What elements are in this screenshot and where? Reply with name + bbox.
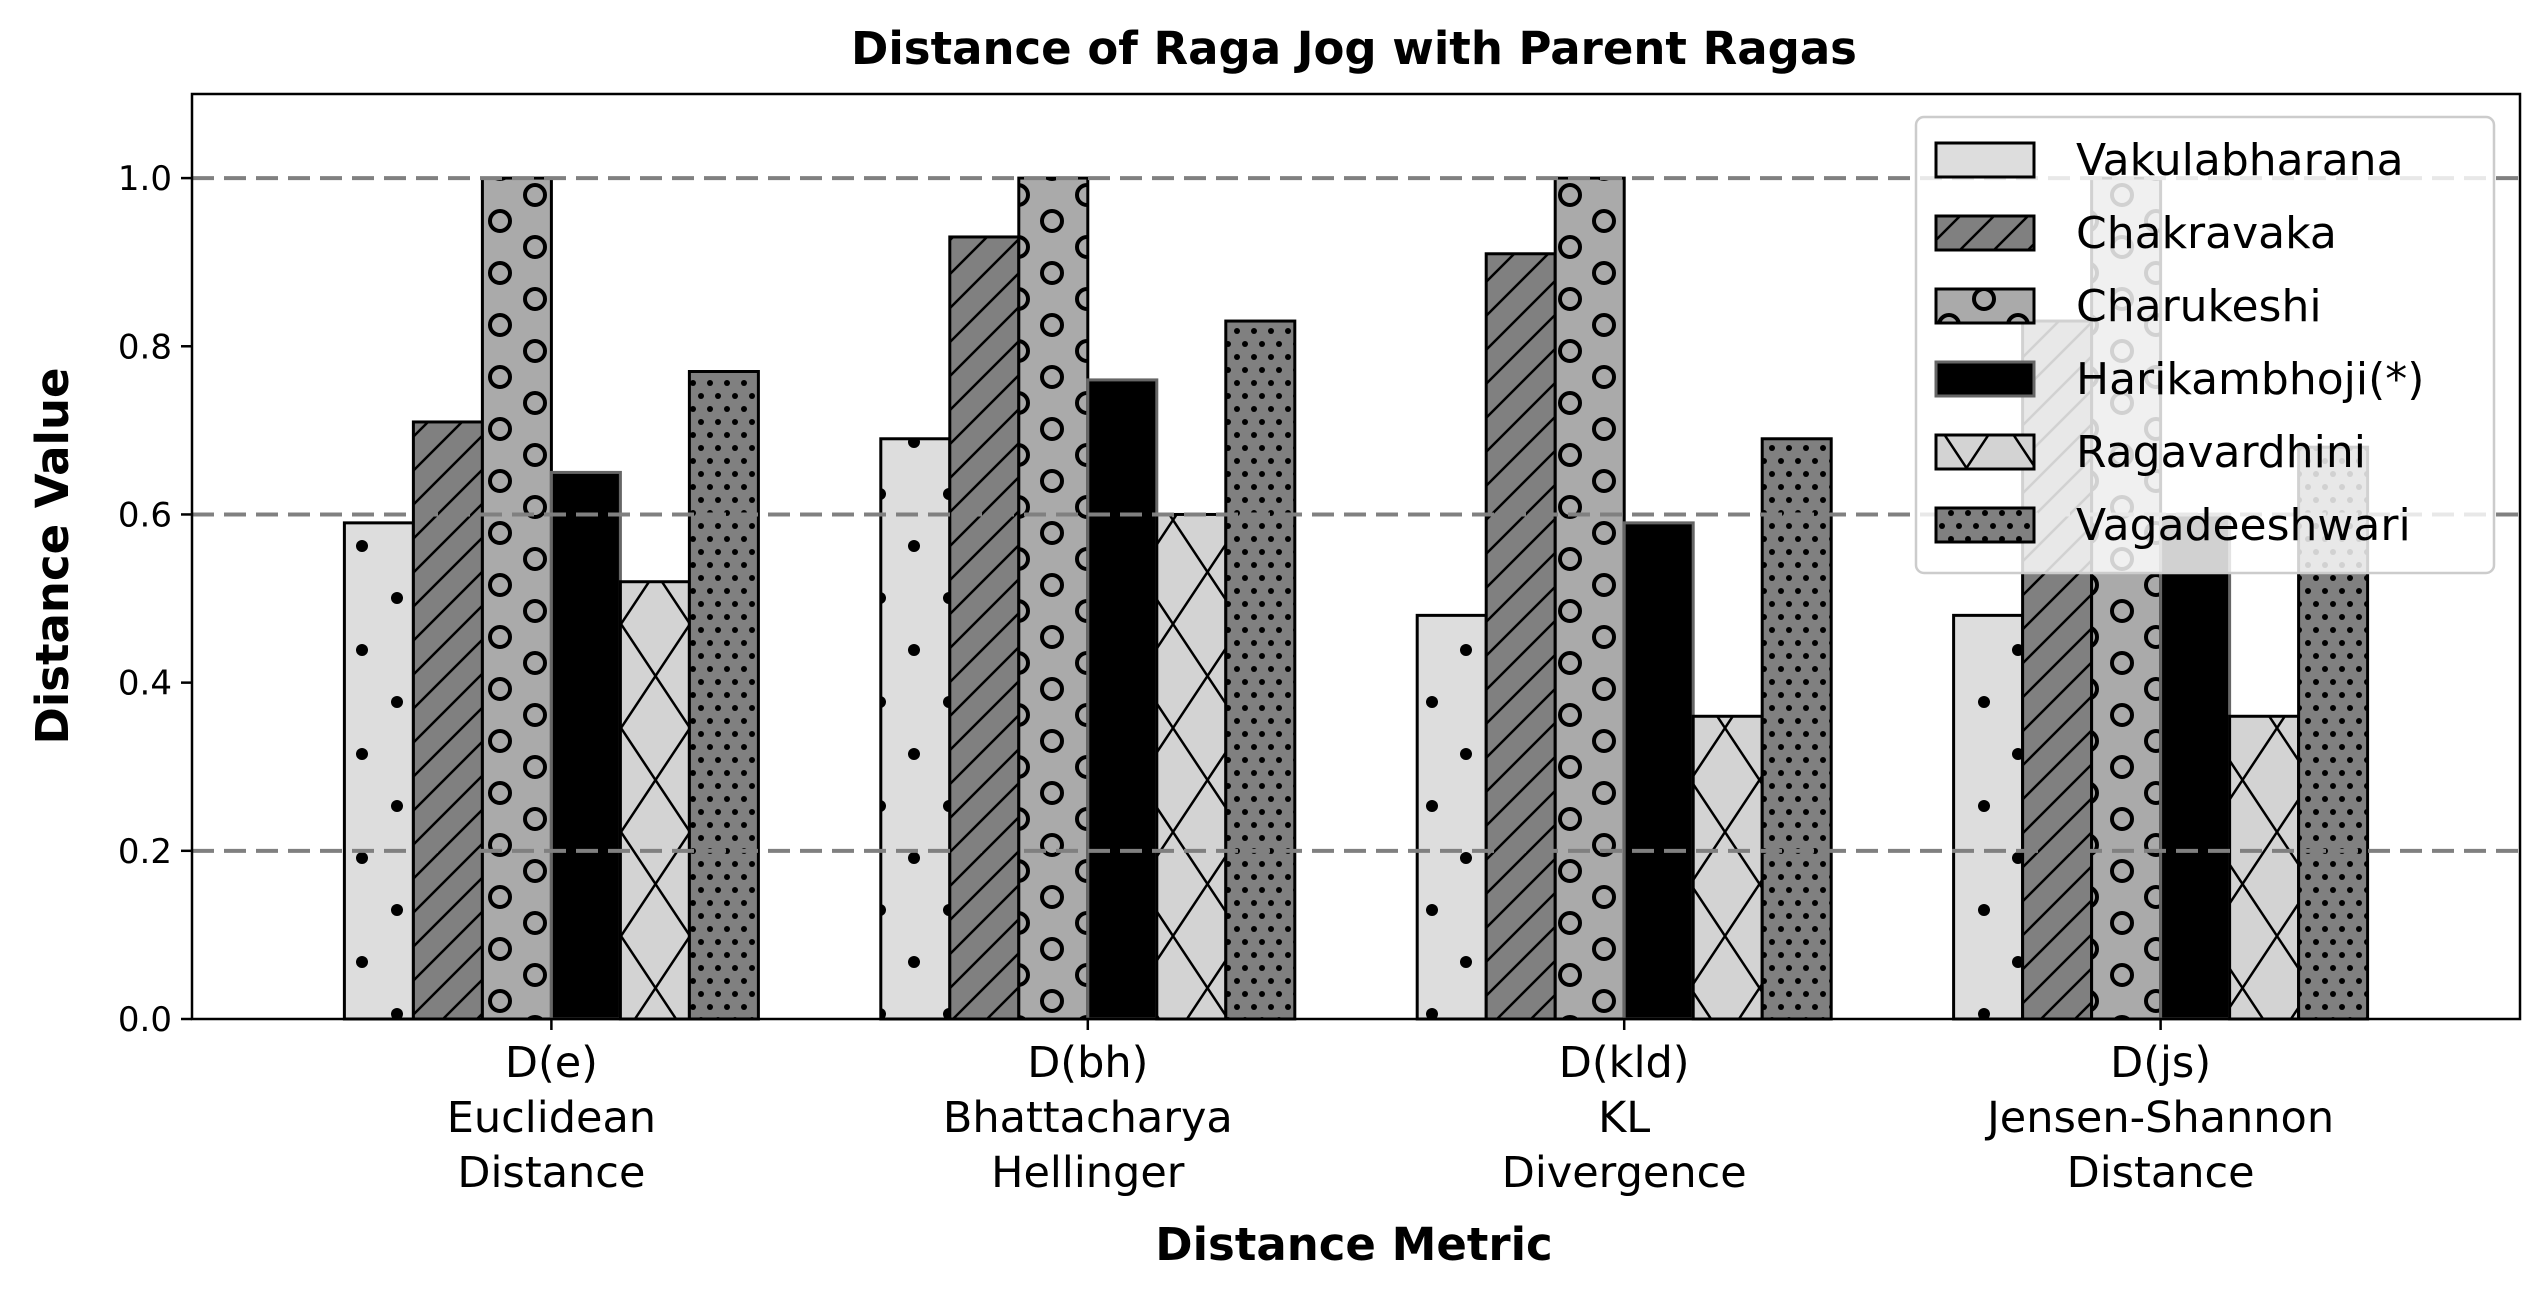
bar: [1691, 714, 1764, 1021]
x-tick-label: Bhattacharya: [943, 1093, 1233, 1143]
bar: [411, 420, 484, 1021]
y-axis-label: Distance Value: [26, 367, 79, 744]
x-tick-label: D(bh): [1027, 1038, 1148, 1088]
x-tick-label: Distance: [2067, 1148, 2255, 1198]
y-tick-label: 0.0: [118, 1000, 172, 1040]
x-tick-label: Divergence: [1502, 1148, 1747, 1198]
legend-label: Charukeshi: [2076, 281, 2322, 332]
plot-frame: [190, 92, 2522, 1021]
bar: [618, 580, 691, 1021]
bar: [1622, 521, 1695, 1021]
legend-swatch: [1934, 433, 2036, 471]
legend-swatch: [1934, 360, 2036, 398]
bar: [1484, 252, 1557, 1021]
x-tick-label: D(js): [2110, 1038, 2211, 1088]
legend-label: Chakravaka: [2076, 208, 2337, 259]
bar: [1760, 437, 1833, 1021]
x-tick-label: Hellinger: [991, 1148, 1185, 1198]
legend-swatch: [1934, 506, 2036, 544]
axes: 0.00.20.40.60.81.0D(e)EuclideanDistanceD…: [118, 92, 2522, 1198]
y-tick-label: 0.2: [118, 832, 172, 872]
bar: [1415, 613, 1488, 1021]
chart-title: Distance of Raga Jog with Parent Ragas: [851, 22, 1857, 75]
x-tick-label: D(kld): [1559, 1038, 1690, 1088]
bar: [1952, 613, 2025, 1021]
bar: [687, 370, 760, 1021]
bar: [2159, 512, 2232, 1021]
x-tick-label: Euclidean: [447, 1093, 656, 1143]
legend-label: Vagadeeshwari: [2076, 500, 2411, 551]
bar: [342, 521, 415, 1021]
bar: [1017, 176, 1090, 1021]
bar: [1553, 176, 1626, 1021]
bar: [1155, 512, 1228, 1021]
bar: [879, 437, 952, 1021]
legend-label: Vakulabharana: [2076, 135, 2404, 186]
y-tick-label: 1.0: [118, 159, 172, 199]
bar: [2228, 714, 2301, 1021]
legend-swatch: [1934, 214, 2036, 252]
y-tick-label: 0.8: [118, 327, 172, 367]
bar: [1086, 378, 1159, 1021]
bar: [1224, 319, 1297, 1021]
bar: [948, 235, 1021, 1021]
legend-swatch: [1934, 287, 2036, 325]
y-tick-label: 0.4: [118, 664, 172, 704]
legend: Vakulabharana Chakravaka Charukeshi Harikam…: [1914, 115, 2496, 575]
legend-box: [1914, 115, 2496, 575]
y-tick-label: 0.6: [118, 495, 172, 535]
bar: [549, 470, 622, 1021]
x-tick-label: D(e): [505, 1038, 598, 1088]
x-tick-label: Distance: [457, 1148, 645, 1198]
bar: [480, 176, 553, 1021]
legend-label: Harikambhoji(*): [2076, 354, 2424, 405]
x-tick-label: KL: [1598, 1093, 1650, 1143]
legend-label: Ragavardhini: [2076, 427, 2366, 478]
legend-swatch: [1934, 141, 2036, 179]
x-tick-label: Jensen-Shannon: [1984, 1093, 2334, 1143]
x-axis-label: Distance Metric: [1155, 1218, 1552, 1271]
